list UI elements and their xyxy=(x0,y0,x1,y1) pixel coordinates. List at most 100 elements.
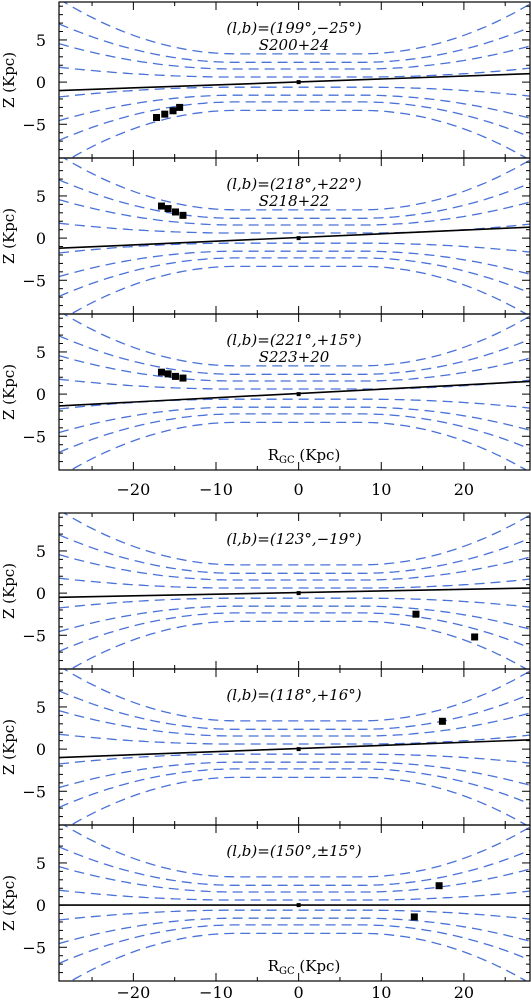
contour-line xyxy=(59,605,530,633)
panel-annotation: (l,b)=(218°,+22°) xyxy=(226,175,361,193)
plot-area xyxy=(59,314,530,470)
contour-line xyxy=(69,109,528,158)
panel-annotation: (l,b)=(150°,±15°) xyxy=(226,842,361,860)
contour-line xyxy=(59,597,530,609)
y-tick-label: 5 xyxy=(36,542,46,561)
plot-area xyxy=(59,513,530,669)
x-tick-label: −20 xyxy=(116,480,150,499)
data-point xyxy=(169,107,177,115)
x-tick-label: −10 xyxy=(199,983,233,1002)
panel-annotation: (l,b)=(199°,−25°) xyxy=(226,19,361,37)
plot-area xyxy=(59,669,530,825)
contour-line xyxy=(59,690,530,730)
contour-line xyxy=(59,101,530,141)
contour-line xyxy=(59,753,530,765)
y-tick-label: 5 xyxy=(36,698,46,717)
contour-line xyxy=(59,577,530,589)
y-tick-label: 0 xyxy=(36,584,46,603)
contour-line xyxy=(59,378,530,390)
panel-annotation: (l,b)=(123°,−19°) xyxy=(226,530,361,548)
contour-line xyxy=(59,534,530,574)
contour-line xyxy=(69,421,528,470)
y-tick-label: −5 xyxy=(22,271,46,290)
ticks xyxy=(59,2,530,158)
panel-frame xyxy=(58,313,531,471)
y-axis-label: Z (Kpc) xyxy=(0,52,18,108)
data-point xyxy=(471,633,479,641)
contour-line xyxy=(59,846,530,886)
panel-4: 5 0 −5Z (Kpc) (l,b)=(123°,−19°) xyxy=(0,512,531,670)
contour-line xyxy=(59,889,530,901)
panel-1: 5 0 −5Z (Kpc) (l,b)=(199°,−25°)S200+24 xyxy=(0,1,531,159)
y-tick-label: 5 xyxy=(36,854,46,873)
contour-line xyxy=(59,909,530,921)
y-tick-label: 0 xyxy=(36,896,46,915)
ticks xyxy=(59,513,530,669)
y-tick-label: 0 xyxy=(36,229,46,248)
y-axis-label: Z (Kpc) xyxy=(0,875,18,931)
plane-line xyxy=(59,226,530,250)
contour-line xyxy=(59,242,530,254)
panel-2: 5 0 −5Z (Kpc) (l,b)=(218°,+22°)S218+22 xyxy=(0,157,531,315)
contour-line xyxy=(59,250,530,278)
data-point xyxy=(164,370,172,378)
panel-subtitle: S223+20 xyxy=(259,348,330,366)
plane-line xyxy=(59,380,530,407)
y-axis-label: Z (Kpc) xyxy=(0,208,18,264)
panel-6: 5 0 −5Z (Kpc) (l,b)=(150°,±15°) RGC (Kpc) −20… xyxy=(0,824,531,1002)
y-tick-label: 0 xyxy=(36,740,46,759)
y-tick-label: 5 xyxy=(36,187,46,206)
data-point xyxy=(438,717,446,725)
plot-area xyxy=(59,2,530,158)
y-tick-label: −5 xyxy=(22,938,46,957)
contour-line xyxy=(62,825,530,878)
x-axis-label: RGC (Kpc) xyxy=(268,957,341,977)
ticks xyxy=(59,669,530,825)
sun-marker xyxy=(296,80,301,85)
contour-line xyxy=(59,761,530,789)
data-point xyxy=(410,913,418,921)
y-tick-label: −5 xyxy=(22,115,46,134)
contour-line xyxy=(59,413,530,453)
y-tick-label: −5 xyxy=(22,427,46,446)
x-tick-label: 10 xyxy=(371,983,391,1002)
y-tick-label: 5 xyxy=(36,343,46,362)
contour-line xyxy=(59,733,530,745)
data-point xyxy=(179,374,187,382)
data-point xyxy=(153,114,161,122)
contour-line xyxy=(59,924,530,964)
x-tick-label: 10 xyxy=(371,480,391,499)
data-point xyxy=(172,208,180,216)
plane-line xyxy=(59,72,530,92)
sun-marker xyxy=(296,392,301,397)
data-point xyxy=(164,205,172,213)
contour-line xyxy=(62,513,530,566)
data-point xyxy=(179,211,187,219)
contour-line xyxy=(59,768,530,808)
contour-line xyxy=(59,612,530,652)
data-point xyxy=(157,368,165,376)
panel-subtitle: S218+22 xyxy=(259,192,330,210)
y-axis-label: Z (Kpc) xyxy=(0,563,18,619)
contour-line xyxy=(69,932,528,981)
x-tick-label: 20 xyxy=(454,983,474,1002)
plot-area xyxy=(59,825,530,981)
ticks xyxy=(59,314,530,470)
x-tick-label: 0 xyxy=(294,983,304,1002)
contour-line xyxy=(59,406,530,434)
contour-line xyxy=(62,158,530,211)
y-axis-label: Z (Kpc) xyxy=(0,719,18,775)
contour-line xyxy=(62,314,530,367)
data-point xyxy=(412,610,420,618)
data-point xyxy=(161,110,169,118)
panel-subtitle: S200+24 xyxy=(259,36,330,54)
contour-line xyxy=(59,23,530,63)
plot-area xyxy=(59,158,530,314)
x-tick-label: −10 xyxy=(199,480,233,499)
ticks xyxy=(59,158,530,314)
x-axis-label: RGC (Kpc) xyxy=(268,446,341,466)
contour-line xyxy=(59,94,530,122)
plane-line xyxy=(59,587,530,599)
x-tick-label: −20 xyxy=(116,983,150,1002)
